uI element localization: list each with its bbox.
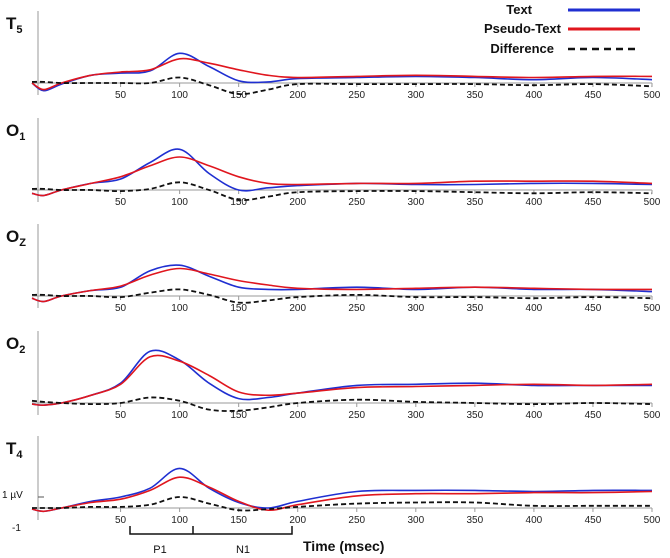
x-tick-label: 450 [585,410,602,421]
x-tick-label: 250 [348,515,365,526]
series-line-difference [32,496,652,512]
channel-label: O1 [6,121,25,143]
x-tick-label: 450 [585,515,602,526]
component-label-p1: P1 [153,544,166,556]
panel-t4: 50 100 150 200 250 300 350 400 450 500 T4 [6,436,661,526]
legend: Text Pseudo-Text Difference [484,2,640,56]
panel-oz: 50 100 150 200 250 300 350 400 450 500 OZ [6,224,661,314]
x-tick-label: 350 [467,515,484,526]
x-tick-label: 400 [526,90,543,101]
series-line-text [31,148,653,197]
x-tick-label: 450 [585,303,602,314]
x-tick-label: 50 [115,515,127,526]
x-axis-title: Time (msec) [303,538,384,554]
x-tick-label: 150 [230,515,247,526]
voltage-scale-bar: 1 µV -1 [2,490,23,534]
x-tick-label: 200 [289,515,306,526]
x-tick-label: 400 [526,410,543,421]
legend-label-pseudo-text: Pseudo-Text [484,21,562,36]
x-tick-label: 300 [407,515,424,526]
x-tick-label: 100 [171,90,188,101]
series-line-pseudo-text [31,476,653,513]
channel-label: T4 [6,439,23,461]
x-tick-label: 400 [526,515,543,526]
x-tick-label: 50 [115,197,127,208]
x-tick-label: 200 [289,410,306,421]
x-tick-label: 250 [348,303,365,314]
component-bracket [129,526,293,535]
x-tick-label: 300 [407,197,424,208]
x-tick-label: 50 [115,410,127,421]
component-label-n1: N1 [236,544,250,556]
x-tick-label: 250 [348,90,365,101]
scale-negative-label: -1 [12,523,21,534]
x-tick-label: 450 [585,197,602,208]
x-tick-label: 150 [230,410,247,421]
x-tick-label: 350 [467,197,484,208]
series-line-difference [31,181,653,202]
series-line-pseudo-text [31,156,653,197]
x-tick-label: 100 [171,197,188,208]
panel-o1: 50 100 150 200 250 300 350 400 450 500 O1 [6,118,661,208]
series-line-pseudo-text [31,354,653,407]
series-line-difference [31,76,653,95]
channel-label: T5 [6,14,23,36]
x-tick-label: 200 [289,303,306,314]
x-tick-label: 350 [467,303,484,314]
x-tick-label: 500 [644,197,661,208]
x-tick-label: 200 [289,90,306,101]
x-tick-label: 100 [171,515,188,526]
x-tick-label: 500 [644,90,661,101]
x-tick-label: 500 [644,303,661,314]
x-tick-label: 450 [585,90,602,101]
x-tick-label: 150 [230,303,247,314]
x-tick-label: 350 [467,90,484,101]
series-line-difference [31,288,653,304]
channel-label: O2 [6,334,25,356]
x-tick-label: 350 [467,410,484,421]
series-line-difference [31,396,653,412]
x-tick-label: 150 [230,197,247,208]
series-line-pseudo-text [31,267,653,303]
x-tick-label: 50 [115,90,127,101]
x-tick-label: 300 [407,90,424,101]
x-tick-label: 250 [348,410,365,421]
x-tick-label: 400 [526,197,543,208]
panel-o2: 50 100 150 200 250 300 350 400 450 500 O2 [6,331,661,421]
x-tick-label: 100 [171,410,188,421]
x-tick-label: 300 [407,410,424,421]
x-tick-label: 400 [526,303,543,314]
component-brackets: P1 N1 [129,526,293,556]
x-tick-label: 150 [230,90,247,101]
panel-t5: 50 100 150 200 250 300 350 400 450 500 T5 [6,11,661,101]
legend-label-text: Text [506,2,532,17]
series-line-pseudo-text [31,57,653,91]
series-line-text [31,349,652,407]
x-tick-label: 200 [289,197,306,208]
x-tick-label: 500 [644,410,661,421]
x-tick-label: 300 [407,303,424,314]
x-tick-label: 50 [115,303,127,314]
x-tick-label: 250 [348,197,365,208]
x-tick-label: 100 [171,303,188,314]
scale-positive-label: 1 µV [2,490,23,501]
legend-label-difference: Difference [490,41,554,56]
x-tick-label: 500 [644,515,661,526]
channel-label: OZ [6,227,26,249]
